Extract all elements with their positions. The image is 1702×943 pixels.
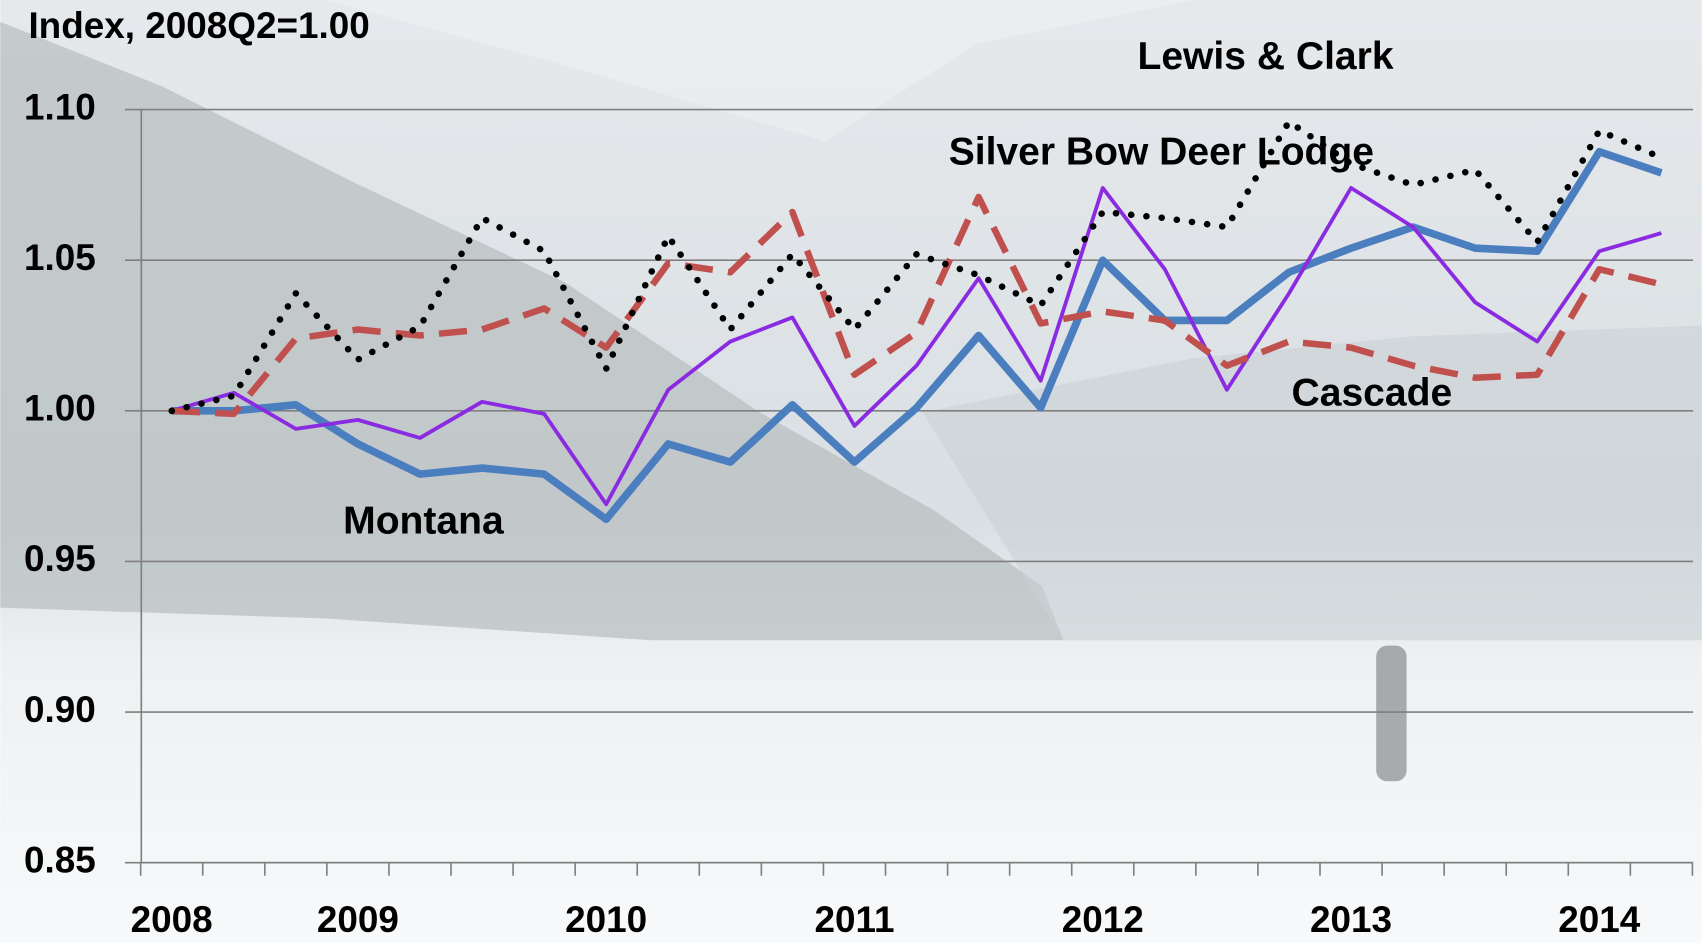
x-tick-label: 2010 — [565, 899, 647, 940]
y-tick-label: 0.85 — [24, 839, 96, 880]
series-label: Cascade — [1292, 371, 1453, 414]
y-tick-label: 1.05 — [24, 237, 96, 278]
y-tick-label: 1.10 — [24, 86, 96, 127]
y-tick-label: 0.95 — [24, 538, 96, 579]
hiker — [1376, 646, 1406, 782]
page: {"chart_data": {"type": "line", "title":… — [0, 0, 1702, 943]
x-tick-label: 2012 — [1062, 899, 1144, 940]
series-label: Montana — [343, 499, 504, 542]
y-tick-label: 0.90 — [24, 689, 96, 730]
x-tick-label: 2013 — [1310, 899, 1392, 940]
series-label: Silver Bow Deer Lodge — [949, 130, 1374, 173]
series-label: Lewis & Clark — [1137, 35, 1393, 78]
chart-title: Index, 2008Q2=1.00 — [28, 5, 369, 46]
x-tick-label: 2011 — [814, 899, 894, 940]
x-tick-label: 2014 — [1558, 899, 1641, 940]
x-tick-label: 2009 — [317, 899, 399, 940]
y-tick-label: 1.00 — [24, 388, 96, 429]
chart: Index, 2008Q2=1.00 0.85 0.90 0.95 1.00 1.05 1… — [0, 0, 1702, 943]
x-tick-label: 2008 — [131, 899, 213, 940]
